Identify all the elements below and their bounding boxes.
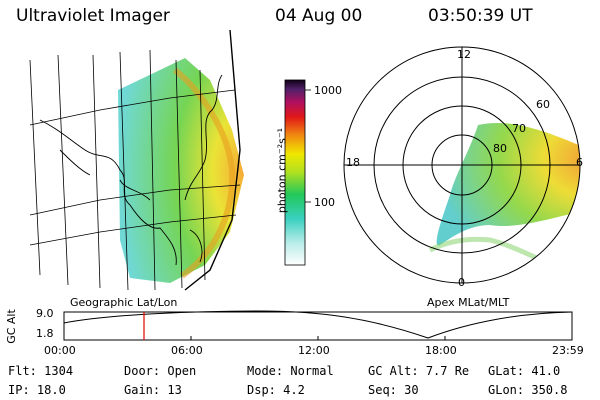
lat-label-60: 60 — [536, 98, 550, 111]
date-label: 04 Aug 00 — [275, 6, 363, 26]
latitude-lines — [29, 89, 241, 246]
gain-value: 13 — [167, 383, 182, 397]
instrument-title: Ultraviolet Imager — [16, 6, 170, 26]
altitude-axis-label: GC Alt — [4, 309, 18, 344]
time-tick-1800: 18:00 — [425, 344, 457, 357]
colorbar-tick-label-100: 100 — [314, 196, 335, 209]
colorbar-tick-label-1000: 1000 — [314, 84, 342, 97]
altitude-curve — [63, 310, 573, 339]
altitude-plot — [63, 310, 573, 341]
seq-field: Seq: 30 — [368, 383, 419, 397]
ip-field: IP: 18.0 — [8, 383, 66, 397]
glat-value: 41.0 — [531, 364, 561, 378]
altitude-plot-frame — [63, 311, 573, 341]
dsp-value: 4.2 — [283, 383, 305, 397]
door-value: Open — [167, 364, 197, 378]
lat-label-70: 70 — [512, 122, 526, 135]
apex-panel-label: Apex MLat/MLT — [427, 296, 510, 309]
earth-limb — [184, 29, 241, 291]
mlt-label-18: 18 — [346, 156, 360, 169]
door-field: Door: Open — [124, 364, 197, 378]
flt-value: 1304 — [44, 364, 74, 378]
time-tick-0600: 06:00 — [171, 344, 203, 357]
glon-field: GLon: 350.8 — [488, 383, 568, 397]
time-tick-0000: 00:00 — [44, 344, 76, 357]
coastlines — [39, 74, 223, 266]
mode-value: Normal — [290, 364, 334, 378]
glat-field: GLat: 41.0 — [488, 364, 561, 378]
dsp-field: Dsp: 4.2 — [247, 383, 305, 397]
aurora-oval-arc — [173, 67, 236, 279]
gain-field: Gain: 13 — [124, 383, 182, 397]
longitude-lines — [29, 49, 206, 291]
mlt-label-0: 0 — [458, 276, 465, 289]
colorbar — [284, 79, 306, 266]
altitude-ytick-9: 9.0 — [36, 307, 54, 320]
colorbar-unit-label: photon cm⁻²s⁻¹ — [275, 127, 289, 214]
gcalt-value: 7.7 Re — [425, 364, 470, 378]
altitude-ytick-1-8: 1.8 — [36, 327, 54, 340]
seq-value: 30 — [404, 383, 419, 397]
mode-field: Mode: Normal — [247, 364, 334, 378]
flt-field: Flt: 1304 — [8, 364, 74, 378]
time-label: 03:50:39 UT — [428, 6, 533, 26]
time-tick-1200: 12:00 — [298, 344, 330, 357]
mlt-label-6: 6 — [576, 156, 583, 169]
geographic-panel-label: Geographic Lat/Lon — [70, 296, 178, 309]
time-tick-2359: 23:59 — [552, 344, 584, 357]
lat-label-80: 80 — [493, 142, 507, 155]
ip-value: 18.0 — [36, 383, 66, 397]
aurora-emission-right — [436, 122, 580, 246]
mlt-label-12: 12 — [457, 48, 471, 61]
gcalt-field: GC Alt: 7.7 Re — [368, 364, 470, 378]
aurora-emission-night — [428, 236, 547, 265]
geographic-map — [29, 29, 244, 291]
glon-value: 350.8 — [531, 383, 568, 397]
apex-polar-plot — [343, 46, 581, 284]
